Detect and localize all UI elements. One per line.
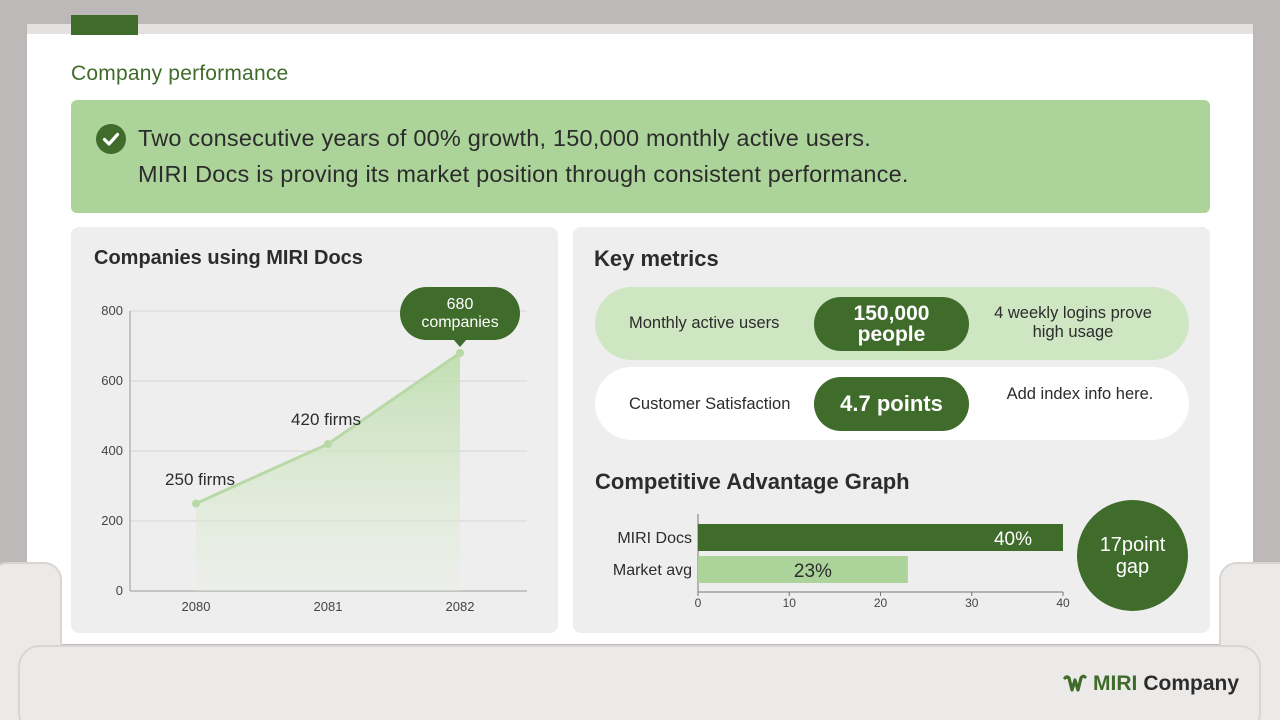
- banner-line-2: MIRI Docs is proving its market position…: [138, 161, 909, 187]
- competitive-title: Competitive Advantage Graph: [595, 469, 910, 494]
- callout-pointer: [453, 339, 467, 347]
- gap-badge: 17point gap: [1077, 500, 1188, 611]
- brand-mark-icon: [1063, 674, 1087, 692]
- section-title: Company performance: [71, 62, 289, 85]
- x-tick-label: 30: [965, 596, 979, 610]
- x-tick-label: 10: [783, 596, 797, 610]
- area-fill: [196, 353, 460, 591]
- x-tick-label: 0: [695, 596, 702, 610]
- banner-line-1: Two consecutive years of 00% growth, 150…: [138, 125, 871, 151]
- x-tick-label: 2081: [314, 599, 343, 614]
- couch-seat: [18, 645, 1261, 720]
- y-tick-label: 600: [101, 373, 123, 388]
- category-label: Market avg: [613, 562, 692, 579]
- brand-name-miri: MIRI: [1093, 672, 1138, 695]
- brand-logo: MIRI Company: [1063, 672, 1239, 696]
- key-metrics-title: Key metrics: [594, 246, 719, 271]
- callout-value: 680: [447, 296, 474, 313]
- y-tick-label: 200: [101, 513, 123, 528]
- metric-value-mau: 150,000 people: [814, 297, 969, 351]
- y-tick-label: 800: [101, 303, 123, 318]
- x-tick-label: 20: [874, 596, 888, 610]
- brand-name-company: Company: [1143, 672, 1240, 695]
- metric-note-satisfaction: Add index info here.: [1006, 385, 1154, 403]
- bar: [698, 556, 908, 583]
- callout-unit: companies: [421, 314, 498, 331]
- callout-bubble: [400, 287, 520, 340]
- data-point: [456, 349, 464, 357]
- metric-label-mau: Monthly active users: [629, 314, 780, 332]
- y-tick-label: 400: [101, 443, 123, 458]
- metric-value-mau-unit: people: [857, 323, 926, 346]
- companies-chart-title: Companies using MIRI Docs: [94, 247, 363, 269]
- metric-label-satisfaction: Customer Satisfaction: [629, 395, 791, 413]
- x-tick-label: 2082: [446, 599, 475, 614]
- metric-note-mau: 4 weekly logins prove high usage: [994, 304, 1152, 341]
- gap-badge-label: gap: [1115, 555, 1150, 578]
- data-label: 420 firms: [291, 410, 361, 429]
- data-point: [324, 440, 332, 448]
- summary-banner: [71, 100, 1210, 213]
- gap-badge-value: 17point: [1099, 533, 1166, 556]
- bar: [698, 524, 1063, 551]
- data-label: 250 firms: [165, 470, 235, 489]
- data-point: [192, 499, 200, 508]
- value-label: 40%: [994, 529, 1032, 550]
- metric-value-mau-number: 150,000: [853, 302, 930, 325]
- header-tab-accent: [71, 15, 138, 35]
- value-label: 23%: [794, 561, 832, 582]
- check-circle-icon: [96, 124, 126, 154]
- x-tick-label: 2080: [182, 599, 211, 614]
- category-label: MIRI Docs: [617, 530, 692, 547]
- metric-value-satisfaction: 4.7 points: [814, 377, 969, 431]
- x-tick-label: 40: [1056, 596, 1070, 610]
- y-tick-label: 0: [116, 583, 123, 598]
